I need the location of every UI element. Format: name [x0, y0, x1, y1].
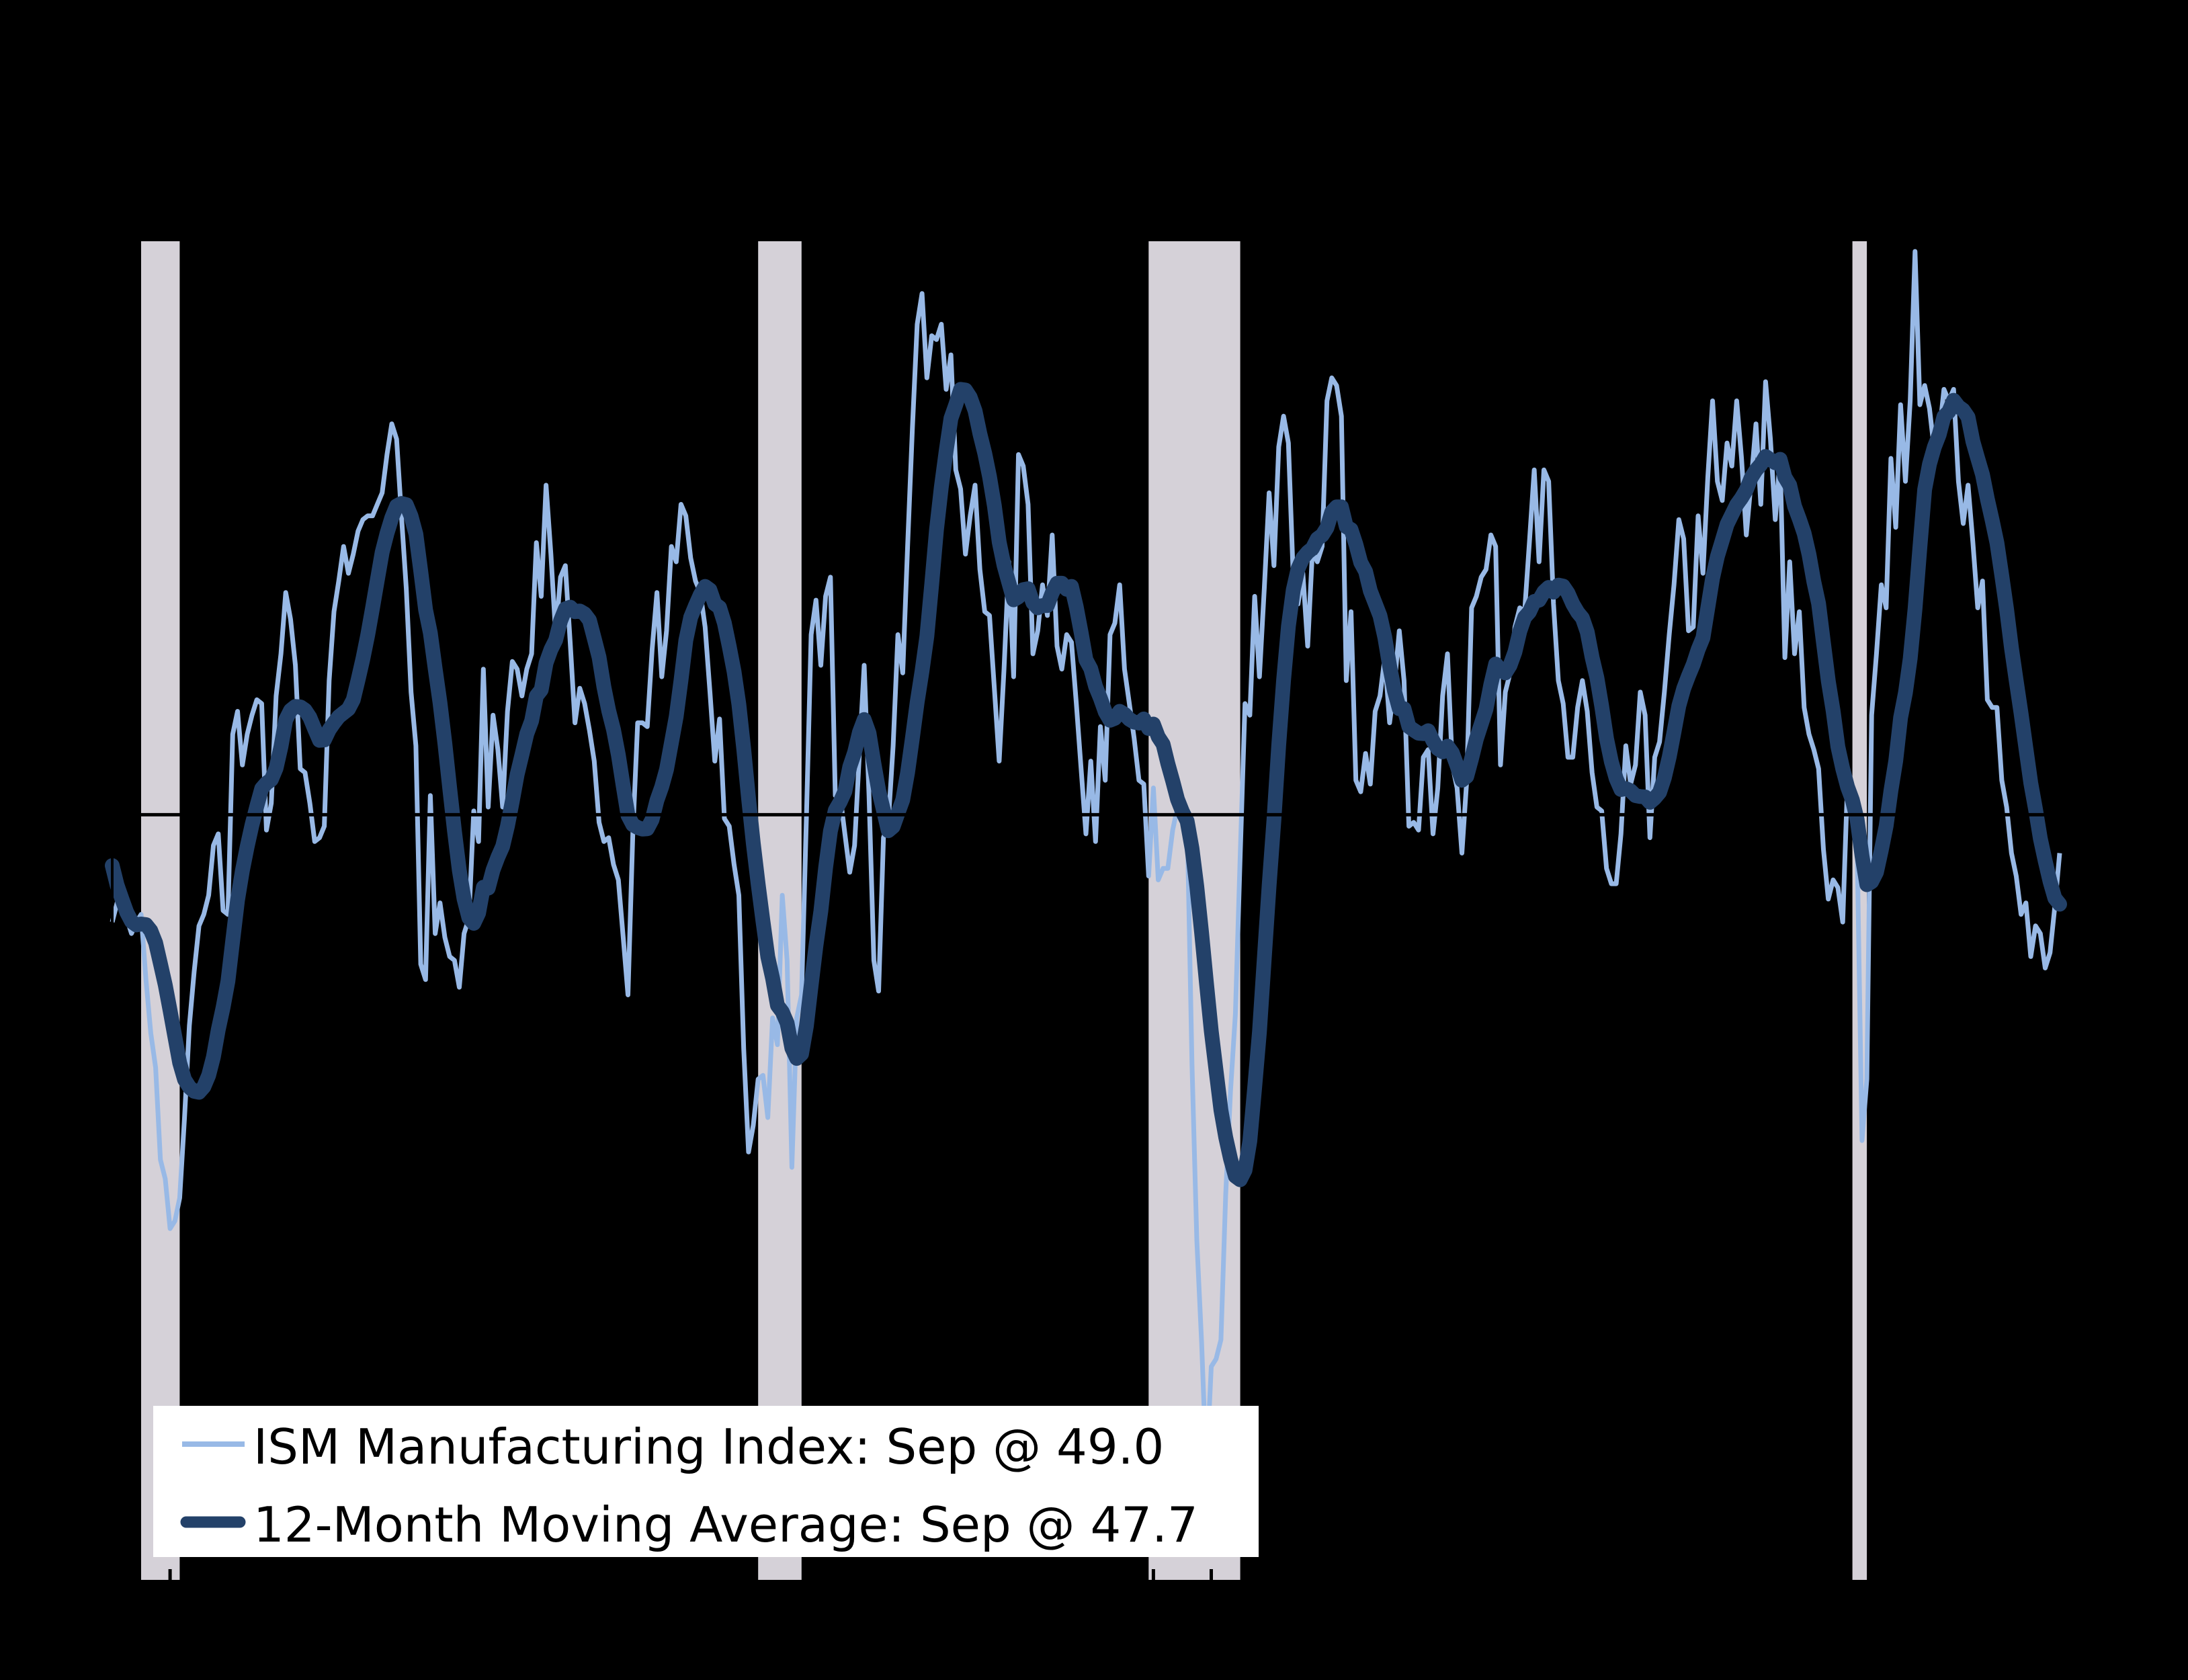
- ism-line: [110, 249, 2062, 1473]
- moving-average-line: [105, 382, 2067, 1187]
- legend-label-ism: ISM Manufacturing Index: Sep @ 49.0: [253, 1419, 1164, 1475]
- legend-box: [153, 1406, 1259, 1557]
- recession-shading-layer: [141, 240, 1867, 1581]
- axis-layer: [110, 239, 2078, 1583]
- series-lines-layer: [105, 249, 2067, 1473]
- plot-frame: [111, 239, 2078, 1583]
- recession-bar: [141, 240, 180, 1581]
- legend: ISM Manufacturing Index: Sep @ 49.0 12-M…: [153, 1406, 1259, 1557]
- legend-label-moving-average: 12-Month Moving Average: Sep @ 47.7: [253, 1497, 1198, 1553]
